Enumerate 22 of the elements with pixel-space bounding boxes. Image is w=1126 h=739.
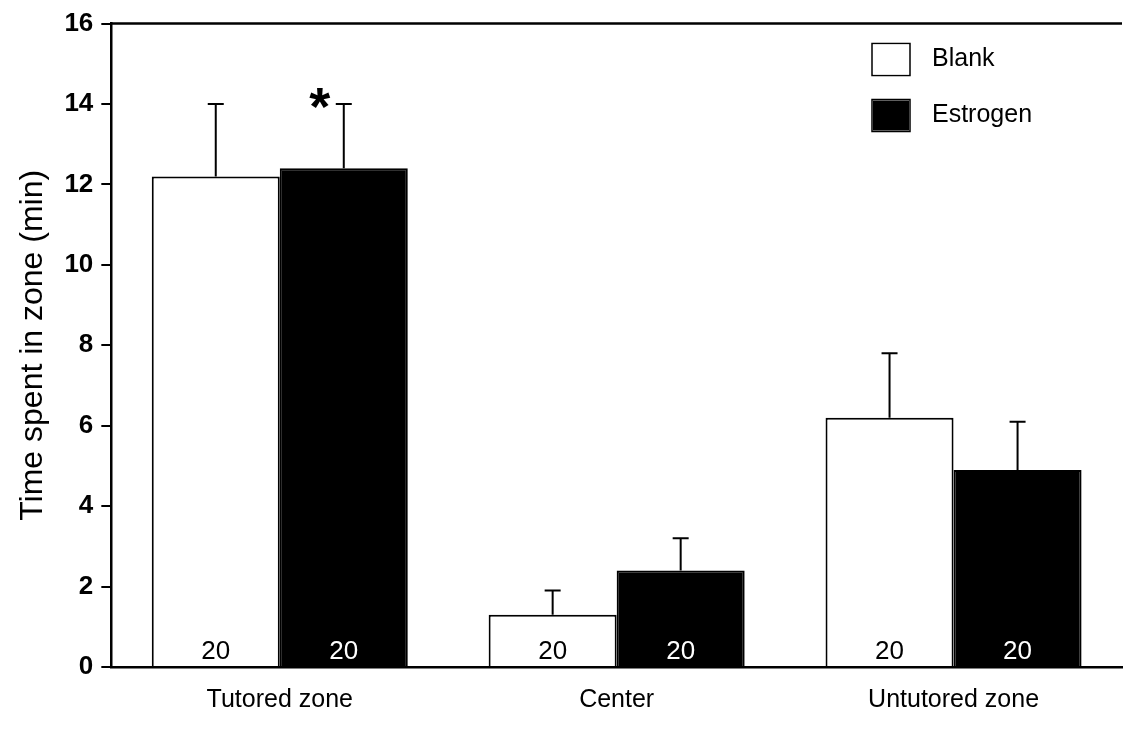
legend-label: Blank (932, 43, 996, 72)
x-tick-label: Tutored zone (206, 683, 353, 712)
annotation: 20 (329, 635, 359, 666)
x-tick-label: Center (579, 683, 655, 712)
y-tick-label: 6 (78, 408, 94, 439)
y-axis-title: Time spent in zone (min) (13, 169, 50, 521)
y-tick-label: 14 (64, 87, 94, 118)
y-tick-label: 8 (78, 328, 94, 359)
annotation: 20 (201, 635, 231, 666)
annotation: 20 (666, 635, 696, 666)
y-tick-label: 16 (64, 6, 94, 37)
y-tick-label: 10 (64, 248, 94, 279)
annotation: 20 (1003, 635, 1033, 666)
legend-label: Estrogen (932, 99, 1033, 128)
x-tick-label: Untutored zone (868, 683, 1040, 712)
y-tick-label: 2 (78, 569, 94, 600)
y-tick-label: 12 (64, 167, 94, 198)
annotation: 20 (538, 635, 568, 666)
y-tick-label: 4 (78, 489, 94, 520)
y-tick-label: 0 (78, 650, 94, 681)
annotation: * (309, 76, 331, 137)
annotation: 20 (875, 635, 904, 666)
